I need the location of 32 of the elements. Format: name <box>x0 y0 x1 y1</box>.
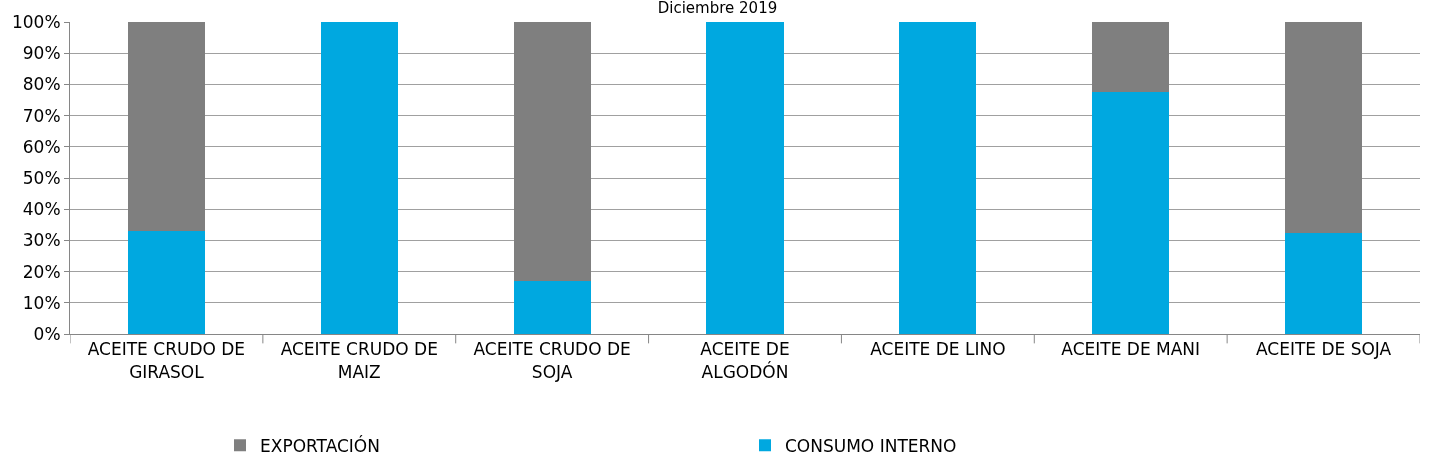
chart-title: Diciembre 2019 <box>657 0 778 17</box>
bar <box>1285 22 1363 233</box>
y-tick-label: 40% <box>22 199 61 220</box>
bar <box>127 22 205 232</box>
y-tick-label: 100% <box>11 11 61 32</box>
x-tick-label: ACEITE CRUDO DE SOJA <box>473 339 631 382</box>
x-tick-label: ACEITE DE MANI <box>1061 339 1201 360</box>
y-tick-label: 50% <box>22 167 61 188</box>
y-tick-label: 10% <box>22 292 61 313</box>
x-tick-label: ACEITE CRUDO DE GIRASOL <box>87 339 246 382</box>
x-tick-label: ACEITE DE ALGODÓN <box>700 339 790 382</box>
y-tick-label: 0% <box>33 323 61 344</box>
y-tick-label: 70% <box>22 105 61 126</box>
y-tick-label: 80% <box>22 74 61 95</box>
x-tick-label: ACEITE CRUDO DE MAIZ <box>280 339 438 382</box>
y-tick-label: 20% <box>22 261 61 282</box>
y-tick-label: 60% <box>22 136 61 157</box>
x-tick-label: ACEITE DE SOJA <box>1255 339 1392 360</box>
y-tick-label: 90% <box>22 43 61 64</box>
bar <box>513 280 591 334</box>
y-tick-label: 30% <box>22 230 61 251</box>
bar <box>1092 92 1170 334</box>
bar <box>1285 232 1363 334</box>
x-tick-label: ACEITE DE LINO <box>870 339 1006 360</box>
bar <box>127 231 205 334</box>
bar <box>899 22 977 334</box>
bar <box>1092 22 1170 93</box>
legend-label: EXPORTACIÓN <box>260 434 380 456</box>
bar <box>513 22 591 281</box>
bar <box>706 22 784 334</box>
bar <box>320 22 398 334</box>
legend-label: CONSUMO INTERNO <box>785 435 957 456</box>
